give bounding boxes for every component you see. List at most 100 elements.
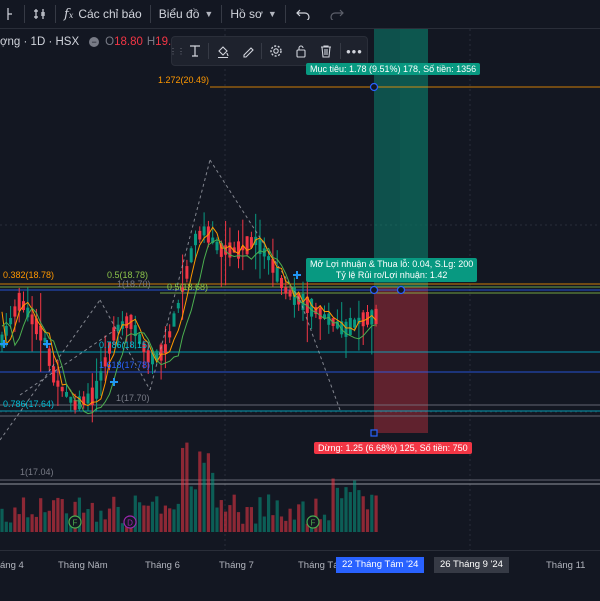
fill-color-button[interactable] bbox=[210, 38, 235, 64]
more-button[interactable]: ••• bbox=[342, 38, 367, 64]
xaxis-tick: áng 4 bbox=[0, 560, 24, 571]
candle-body bbox=[228, 242, 232, 258]
chart-menu-button[interactable]: Biểu đồ ▼ bbox=[151, 0, 222, 28]
candle-body bbox=[112, 327, 116, 341]
candle-body bbox=[4, 325, 8, 336]
candle-body bbox=[69, 396, 73, 403]
open-pl-box[interactable]: Mở Lợi nhuận & Thua lỗ: 0.04, S.Lg: 200 … bbox=[306, 258, 478, 282]
volume-bar bbox=[163, 505, 167, 532]
top-toolbar: fx Các chỉ báo Biểu đồ ▼ Hồ sơ ▼ bbox=[0, 0, 600, 29]
text-tool-button[interactable] bbox=[182, 38, 207, 64]
xaxis-tick: Tháng 11 bbox=[546, 560, 586, 571]
redo-icon bbox=[330, 9, 344, 20]
stop-handle bbox=[370, 429, 378, 437]
fib-trend-line bbox=[0, 299, 101, 441]
fib-trend-line bbox=[209, 159, 301, 301]
redo-button[interactable] bbox=[320, 0, 354, 28]
symbol-legend: ợng · 1D · HSX − O 18.80 H 19.0 bbox=[0, 34, 178, 50]
fib-label-1-upper: 1(17.70) bbox=[116, 393, 150, 403]
target-handle bbox=[369, 82, 379, 92]
volume-bar bbox=[249, 507, 253, 532]
volume-bar bbox=[284, 520, 288, 532]
fib-label-05: 0.5(18.78) bbox=[107, 270, 149, 280]
lock-button[interactable] bbox=[289, 38, 314, 64]
volume-bar bbox=[176, 503, 180, 532]
candle-body bbox=[275, 267, 279, 282]
paint-bucket-icon bbox=[217, 46, 229, 58]
moving-average-green bbox=[1, 239, 377, 415]
candle-body bbox=[335, 321, 339, 329]
volume-bar bbox=[357, 490, 361, 532]
position-handles bbox=[369, 82, 406, 437]
drag-handle-icon[interactable]: ⋮⋮ bbox=[169, 46, 185, 56]
candle-body bbox=[198, 230, 202, 240]
crosshair-icon[interactable] bbox=[0, 0, 24, 28]
volume-bar bbox=[56, 497, 60, 532]
toolbar-divider bbox=[284, 5, 286, 23]
candle-body bbox=[271, 258, 275, 273]
candle-body bbox=[159, 344, 163, 361]
candle-body bbox=[284, 287, 288, 294]
delete-button[interactable] bbox=[314, 38, 339, 64]
fib-trend-line bbox=[19, 329, 116, 396]
candle-body bbox=[146, 350, 150, 363]
candle-body bbox=[249, 237, 253, 248]
collapse-legend-icon[interactable]: − bbox=[89, 37, 100, 47]
more-icon: ••• bbox=[346, 43, 363, 59]
volume-bar bbox=[34, 516, 38, 532]
candle-body bbox=[331, 318, 335, 326]
candle-body bbox=[374, 308, 378, 324]
candle-body bbox=[185, 266, 189, 279]
volume-bar bbox=[236, 512, 241, 532]
volume-bar bbox=[279, 516, 284, 532]
stop-label[interactable]: Dừng: 1.25 (6.68%) 125, Số tiền: 750 bbox=[314, 442, 472, 454]
line-color-button[interactable] bbox=[235, 38, 260, 64]
pencil-icon bbox=[243, 47, 254, 58]
time-axis[interactable]: áng 4 Tháng Năm Tháng 6 Tháng 7 Tháng Tá… bbox=[0, 550, 600, 601]
candle-body bbox=[151, 352, 154, 365]
event-marker bbox=[306, 515, 320, 529]
volume-bar bbox=[254, 523, 258, 532]
chart-menu-label: Biểu đồ bbox=[158, 7, 200, 21]
volume-bar bbox=[185, 442, 189, 532]
undo-button[interactable] bbox=[286, 0, 320, 28]
toolbar-divider bbox=[339, 43, 341, 59]
candle-body bbox=[30, 314, 34, 325]
volume-bar bbox=[133, 495, 137, 532]
volume-bar bbox=[288, 508, 292, 532]
candle-body bbox=[348, 317, 352, 335]
volume-bar bbox=[107, 508, 112, 532]
fib-dashed-lines bbox=[0, 159, 341, 441]
chevron-down-icon: ▼ bbox=[267, 9, 277, 19]
toolbar-divider bbox=[149, 5, 151, 23]
symbol-name[interactable]: ợng · 1D · HSX bbox=[0, 36, 80, 48]
drawing-toolbar: ⋮⋮ ••• bbox=[169, 36, 368, 66]
fib-label-05b: 0.5(18.68) bbox=[167, 282, 209, 292]
event-marker bbox=[123, 515, 137, 529]
settings-button[interactable] bbox=[263, 38, 288, 64]
candle-body bbox=[90, 387, 94, 406]
high-label: H bbox=[146, 36, 156, 48]
volume-bar bbox=[9, 522, 13, 532]
trash-icon bbox=[321, 45, 332, 58]
xaxis-highlight-entry: 22 Tháng Tám '24 bbox=[336, 557, 425, 573]
volume-bar bbox=[335, 487, 339, 532]
volume-bar bbox=[224, 511, 228, 532]
volume-bar bbox=[232, 494, 236, 532]
candle-body bbox=[73, 400, 77, 410]
profile-menu-button[interactable]: Hồ sơ ▼ bbox=[222, 0, 284, 28]
volume-bar bbox=[39, 498, 43, 532]
event-marker-label: F bbox=[311, 519, 316, 528]
compare-symbol-icon[interactable] bbox=[25, 0, 55, 28]
candle-body bbox=[224, 245, 228, 255]
indicators-button[interactable]: fx Các chỉ báo bbox=[56, 0, 150, 28]
target-label[interactable]: Mục tiêu: 1.78 (9.51%) 178, Số tiền: 135… bbox=[306, 63, 481, 75]
volume-bar bbox=[77, 497, 81, 532]
volume-bar bbox=[172, 509, 176, 532]
candle-body bbox=[254, 236, 258, 246]
fib-label-0786b: 0.786(17.64) bbox=[3, 399, 55, 409]
candle-body bbox=[60, 386, 64, 392]
xaxis-tick: Tháng 7 bbox=[219, 560, 254, 571]
